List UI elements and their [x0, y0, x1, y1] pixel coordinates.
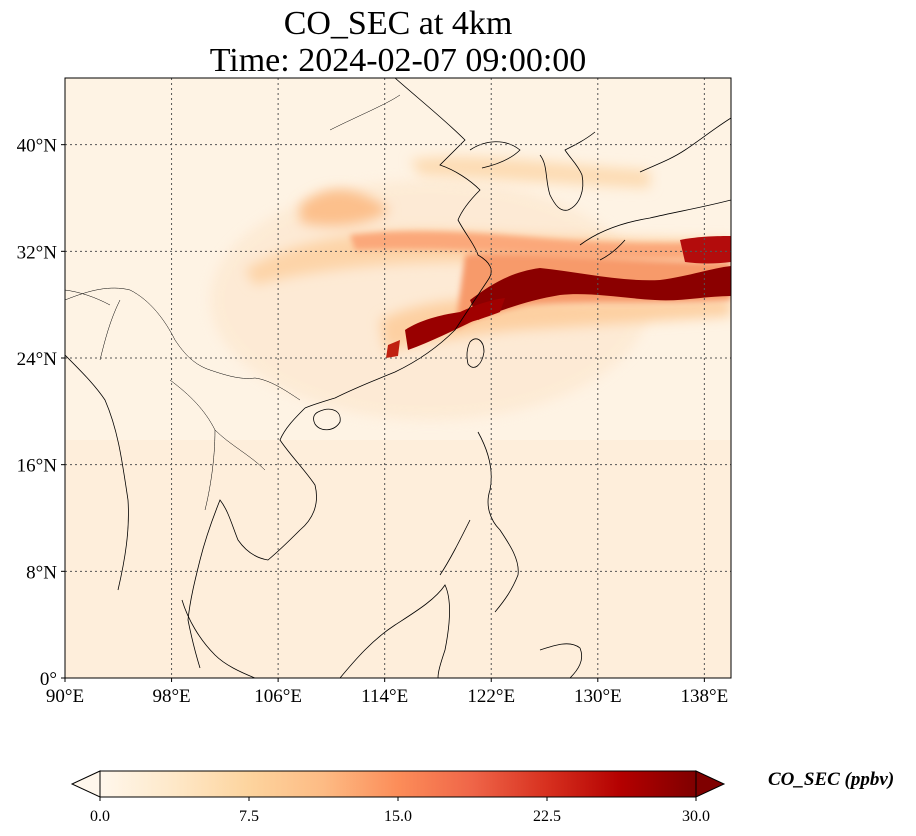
coastlines	[65, 78, 731, 678]
lat-tick-label: 0°	[40, 669, 57, 690]
lon-tick-label: 98°E	[152, 686, 190, 707]
map-title-time: Time: 2024-02-07 09:00:00	[209, 42, 587, 79]
lat-tick-label: 24°N	[17, 349, 58, 370]
coastline-china	[304, 78, 492, 409]
country-borders	[65, 94, 401, 511]
colorbar-ticks: 0.0 7.5 15.0 22.5 30.0	[90, 797, 710, 825]
coastline-borneo	[339, 584, 450, 678]
colorbar: 0.0 7.5 15.0 22.5 30.0	[70, 770, 726, 825]
lat-tick-label: 8°N	[26, 562, 57, 583]
colorbar-label: CO_SEC (ppbv)	[768, 769, 895, 790]
co-plume-core	[386, 236, 731, 358]
lon-tick-label: 138°E	[681, 686, 729, 707]
coastline-korea	[539, 131, 596, 211]
field-south	[65, 440, 731, 678]
lon-tick-label: 122°E	[467, 686, 515, 707]
colorbar-extend-min	[70, 770, 101, 798]
lon-tick-label: 130°E	[574, 686, 622, 707]
lon-tick-label: 106°E	[254, 686, 302, 707]
coastline-sulawesi	[539, 643, 583, 678]
map-frame	[64, 77, 732, 679]
colorbar-tick-label: 30.0	[682, 808, 710, 825]
lat-tick-label: 32°N	[17, 242, 58, 263]
coastline-japan	[579, 117, 731, 261]
coastline-myanmar	[65, 354, 129, 591]
lon-tick-label: 90°E	[46, 686, 84, 707]
colorbar-tick-label: 0.0	[90, 808, 110, 825]
colorbar-tick-label: 7.5	[239, 808, 259, 825]
map-panel	[65, 78, 731, 678]
lat-tick-label: 40°N	[17, 136, 58, 157]
gridlines	[65, 78, 731, 678]
coastline-bohai	[469, 141, 521, 169]
coastline-taiwan	[466, 338, 485, 368]
map-title-variable: CO_SEC at 4km	[283, 5, 513, 42]
coastline-indochina	[187, 407, 317, 669]
coastline-malay	[181, 599, 256, 678]
coastline-philippines	[439, 431, 519, 613]
colorbar-tick-label: 15.0	[384, 808, 412, 825]
latitude-axis: 0° 8°N 16°N 24°N 32°N 40°N	[17, 136, 65, 690]
colorbar-gradient	[99, 770, 697, 798]
lat-tick-label: 16°N	[17, 456, 58, 477]
colorbar-tick-label: 22.5	[533, 808, 561, 825]
lon-tick-label: 114°E	[361, 686, 408, 707]
colorbar-extend-max	[695, 770, 726, 798]
longitude-axis: 90°E 98°E 106°E 114°E 122°E 130°E 138°E	[46, 678, 728, 707]
coastline-hainan	[313, 408, 341, 431]
